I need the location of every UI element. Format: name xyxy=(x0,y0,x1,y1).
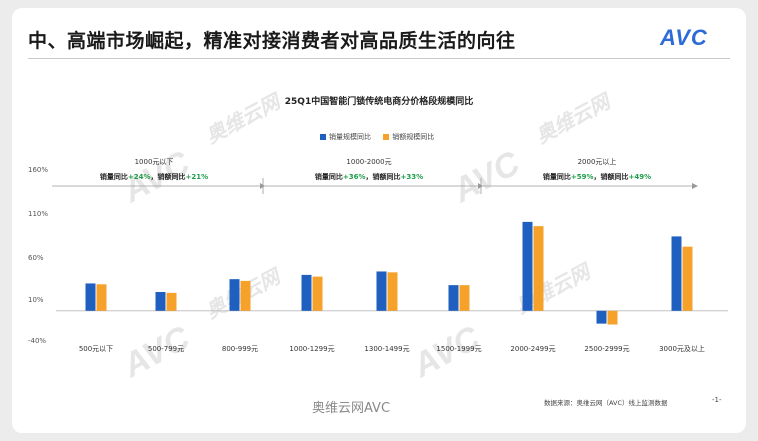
legend-swatch xyxy=(383,134,390,140)
stat-value: +24% xyxy=(127,173,151,181)
bar-sales-volume xyxy=(155,291,166,311)
stat-label: 销量同比 xyxy=(314,173,343,181)
legend-item-sales-amount: 销额规模同比 xyxy=(383,132,434,142)
x-tick-label: 1300-1499元 xyxy=(364,345,410,353)
slide: AVC 奥维云网 AVC 奥维云网 AVC 奥维云网 AVC 奥维云网 中、高端… xyxy=(12,8,746,433)
stat-value: +59% xyxy=(570,173,594,181)
avc-logo: AVC xyxy=(660,25,708,50)
price-range-stat: 销量同比+59%，销额同比+49% xyxy=(543,172,651,182)
x-tick-label: 1500-1999元 xyxy=(436,345,482,353)
arrow-head xyxy=(260,183,265,189)
social-watermark: 奥维云网AVC xyxy=(312,401,391,416)
y-tick-label: 160% xyxy=(28,166,49,174)
bar-sales-amount xyxy=(607,310,618,325)
bar-sales-amount xyxy=(96,284,107,311)
bar-sales-amount xyxy=(682,246,693,311)
stat-label: 销量同比 xyxy=(99,173,128,181)
data-source: 数据来源：奥维云网（AVC）线上监测数据 xyxy=(544,399,668,407)
bar-sales-volume xyxy=(596,310,607,324)
stat-value: +33% xyxy=(400,173,424,181)
bar-sales-volume xyxy=(448,285,459,311)
bar-sales-volume xyxy=(85,283,96,311)
legend-label: 销量规模同比 xyxy=(329,133,371,141)
bar-sales-amount xyxy=(312,276,323,311)
stat-value: +49% xyxy=(628,173,652,181)
price-range-label: 1000-2000元 xyxy=(346,158,392,166)
bar-sales-volume xyxy=(522,221,533,311)
bar-sales-volume xyxy=(229,279,240,311)
legend-label: 销额规模同比 xyxy=(392,133,435,141)
legend-swatch xyxy=(320,134,326,140)
x-tick-label: 3000元及以上 xyxy=(659,345,705,353)
bar-sales-volume xyxy=(671,236,682,311)
bar-sales-volume xyxy=(301,274,312,311)
bar-sales-amount xyxy=(533,226,544,311)
stat-label: 销量同比 xyxy=(542,173,571,181)
arrow-head xyxy=(478,183,483,189)
stat-value: +36% xyxy=(342,173,366,181)
bar-sales-volume xyxy=(376,271,387,311)
bar-chart xyxy=(52,178,728,325)
x-tick-label: 800-999元 xyxy=(221,345,259,353)
arrow-head xyxy=(692,183,698,189)
chart-legend: 销量规模同比 销额规模同比 xyxy=(320,132,444,142)
stat-label: ，销额同比 xyxy=(150,173,186,181)
y-tick-label: 60% xyxy=(28,254,44,262)
legend-item-sales-volume: 销量规模同比 xyxy=(320,132,371,142)
x-tick-label: 2000-2499元 xyxy=(510,345,556,353)
page-title: 中、高端市场崛起，精准对接消费者对高品质生活的向往 xyxy=(28,30,516,52)
price-range-stat: 销量同比+36%，销额同比+33% xyxy=(315,172,423,182)
bar-sales-amount xyxy=(166,292,177,311)
title-divider xyxy=(28,58,730,59)
stat-value: +21% xyxy=(185,173,209,181)
page-number: -1- xyxy=(712,396,722,404)
y-tick-label: -40% xyxy=(28,337,47,345)
y-tick-label: 10% xyxy=(28,296,44,304)
x-tick-label: 500元以下 xyxy=(78,345,114,353)
y-tick-label: 110% xyxy=(28,210,49,218)
x-tick-label: 500-799元 xyxy=(147,345,185,353)
price-range-label: 2000元以上 xyxy=(577,158,617,166)
price-range-label: 1000元以下 xyxy=(134,158,174,166)
stat-label: ，销额同比 xyxy=(593,173,629,181)
x-tick-label: 2500-2999元 xyxy=(584,345,630,353)
bar-sales-amount xyxy=(240,280,251,311)
x-tick-label: 1000-1299元 xyxy=(289,345,335,353)
price-range-stat: 销量同比+24%，销额同比+21% xyxy=(100,172,208,182)
stat-label: ，销额同比 xyxy=(365,173,401,181)
bar-sales-amount xyxy=(387,272,398,311)
chart-title: 25Q1中国智能门锁传统电商分价格段规模同比 xyxy=(284,97,474,107)
bar-sales-amount xyxy=(459,285,470,311)
